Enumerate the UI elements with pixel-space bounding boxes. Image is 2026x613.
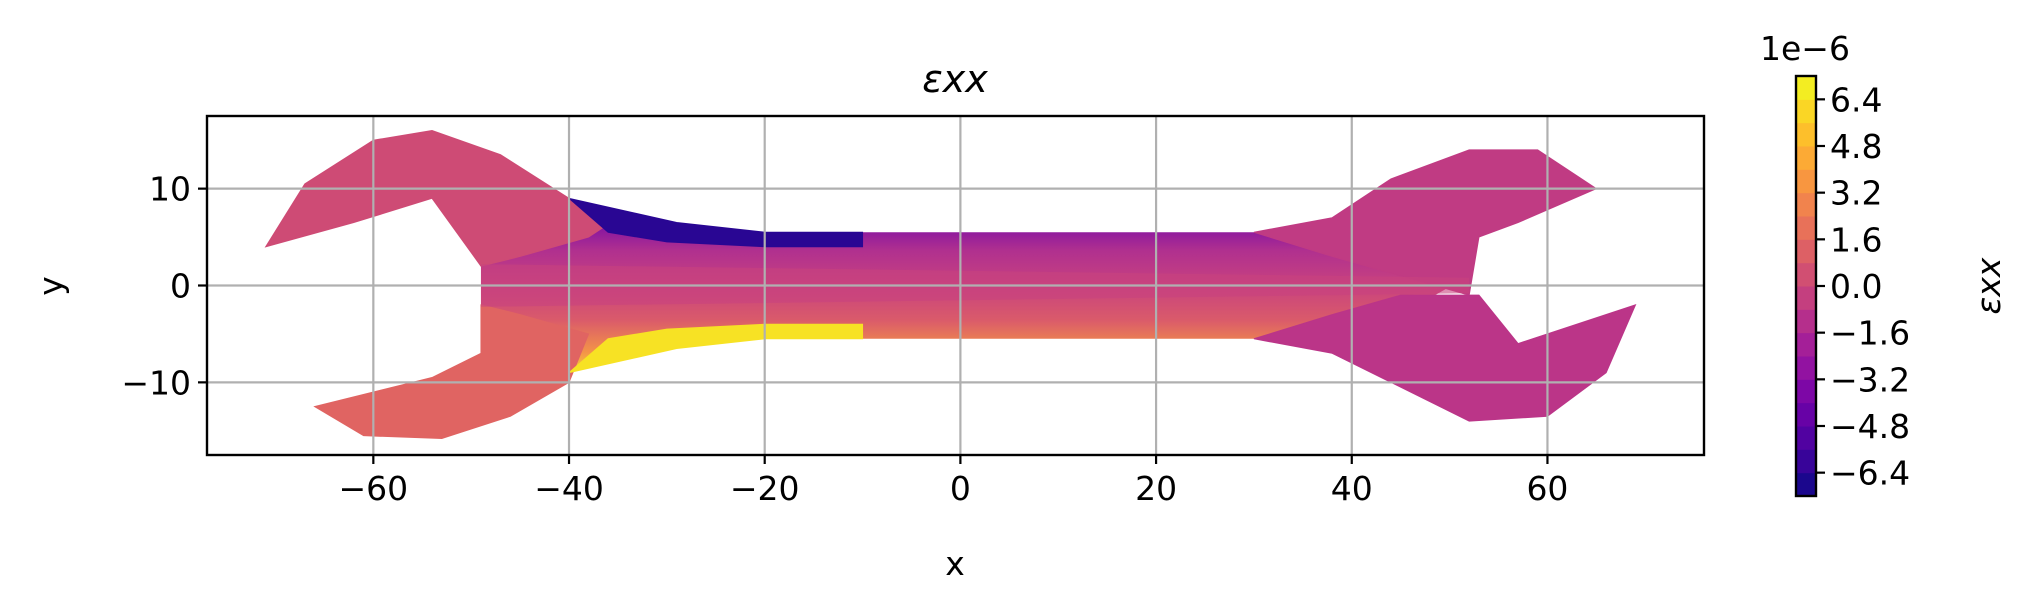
x-tick-label: −20 [730, 469, 800, 508]
handle-top-compression [568, 197, 864, 248]
colorbar-band [1796, 472, 1816, 497]
colorbar-tick-label: −4.8 [1830, 407, 1910, 446]
x-ticks: −60 −40 −20 0 20 40 60 [339, 455, 1568, 508]
colorbar-ticks: 6.4 4.8 3.2 1.6 0.0 −1.6 −3.2 −4.8 −6.4 [1816, 80, 1910, 493]
x-tick-label: 60 [1526, 469, 1568, 508]
colorbar-band [1796, 262, 1816, 287]
colorbar-band [1796, 332, 1816, 357]
y-tick-label: −10 [121, 363, 191, 402]
colorbar: 6.4 4.8 3.2 1.6 0.0 −1.6 −3.2 −4.8 −6.4 1e−6 εxx [1760, 29, 2008, 498]
colorbar-tick-label: 6.4 [1830, 80, 1882, 119]
colorbar-band [1796, 122, 1816, 147]
colorbar-tick-label: 0.0 [1830, 267, 1882, 306]
colorbar-tick-label: −3.2 [1830, 360, 1910, 399]
grid-lines [207, 116, 1704, 455]
y-axis-label: y [31, 276, 70, 296]
colorbar-tick-label: 4.8 [1830, 127, 1882, 166]
colorbar-band [1796, 76, 1816, 100]
right-jaw-lower [1253, 294, 1637, 422]
colorbar-band [1796, 216, 1816, 240]
colorbar-band [1796, 449, 1816, 474]
colorbar-band [1796, 239, 1816, 264]
colorbar-tick-label: 1.6 [1830, 220, 1882, 259]
colorbar-bands [1796, 76, 1816, 497]
axes-area: −60 −40 −20 0 20 40 60 10 0 −10 [121, 114, 1706, 508]
colorbar-band [1796, 99, 1816, 124]
colorbar-tick-label: 3.2 [1830, 174, 1882, 213]
colorbar-band [1796, 402, 1816, 427]
colorbar-band [1796, 192, 1816, 217]
colorbar-offset-text: 1e−6 [1760, 29, 1850, 68]
colorbar-band [1796, 169, 1816, 194]
x-tick-label: 40 [1331, 469, 1373, 508]
colorbar-tick-label: −1.6 [1830, 314, 1910, 353]
chart-title: εxx [922, 57, 988, 101]
colorbar-band [1796, 286, 1816, 310]
colorbar-band [1796, 356, 1816, 380]
x-tick-label: 20 [1135, 469, 1177, 508]
colorbar-band [1796, 146, 1816, 170]
colorbar-label: εxx [1969, 257, 2008, 314]
x-tick-label: 0 [950, 469, 971, 508]
x-axis-label: x [945, 544, 965, 583]
colorbar-band [1796, 309, 1816, 334]
x-tick-label: −40 [534, 469, 604, 508]
y-tick-label: 0 [170, 267, 191, 306]
colorbar-band [1796, 379, 1816, 404]
y-tick-label: 10 [149, 170, 191, 209]
x-tick-label: −60 [339, 469, 409, 508]
left-jaw-lower [313, 304, 590, 440]
colorbar-band [1796, 426, 1816, 450]
y-ticks: 10 0 −10 [121, 170, 207, 402]
right-jaw-upper [1253, 149, 1598, 296]
handle-bottom-tension [568, 323, 864, 374]
colorbar-tick-label: −6.4 [1830, 454, 1910, 493]
